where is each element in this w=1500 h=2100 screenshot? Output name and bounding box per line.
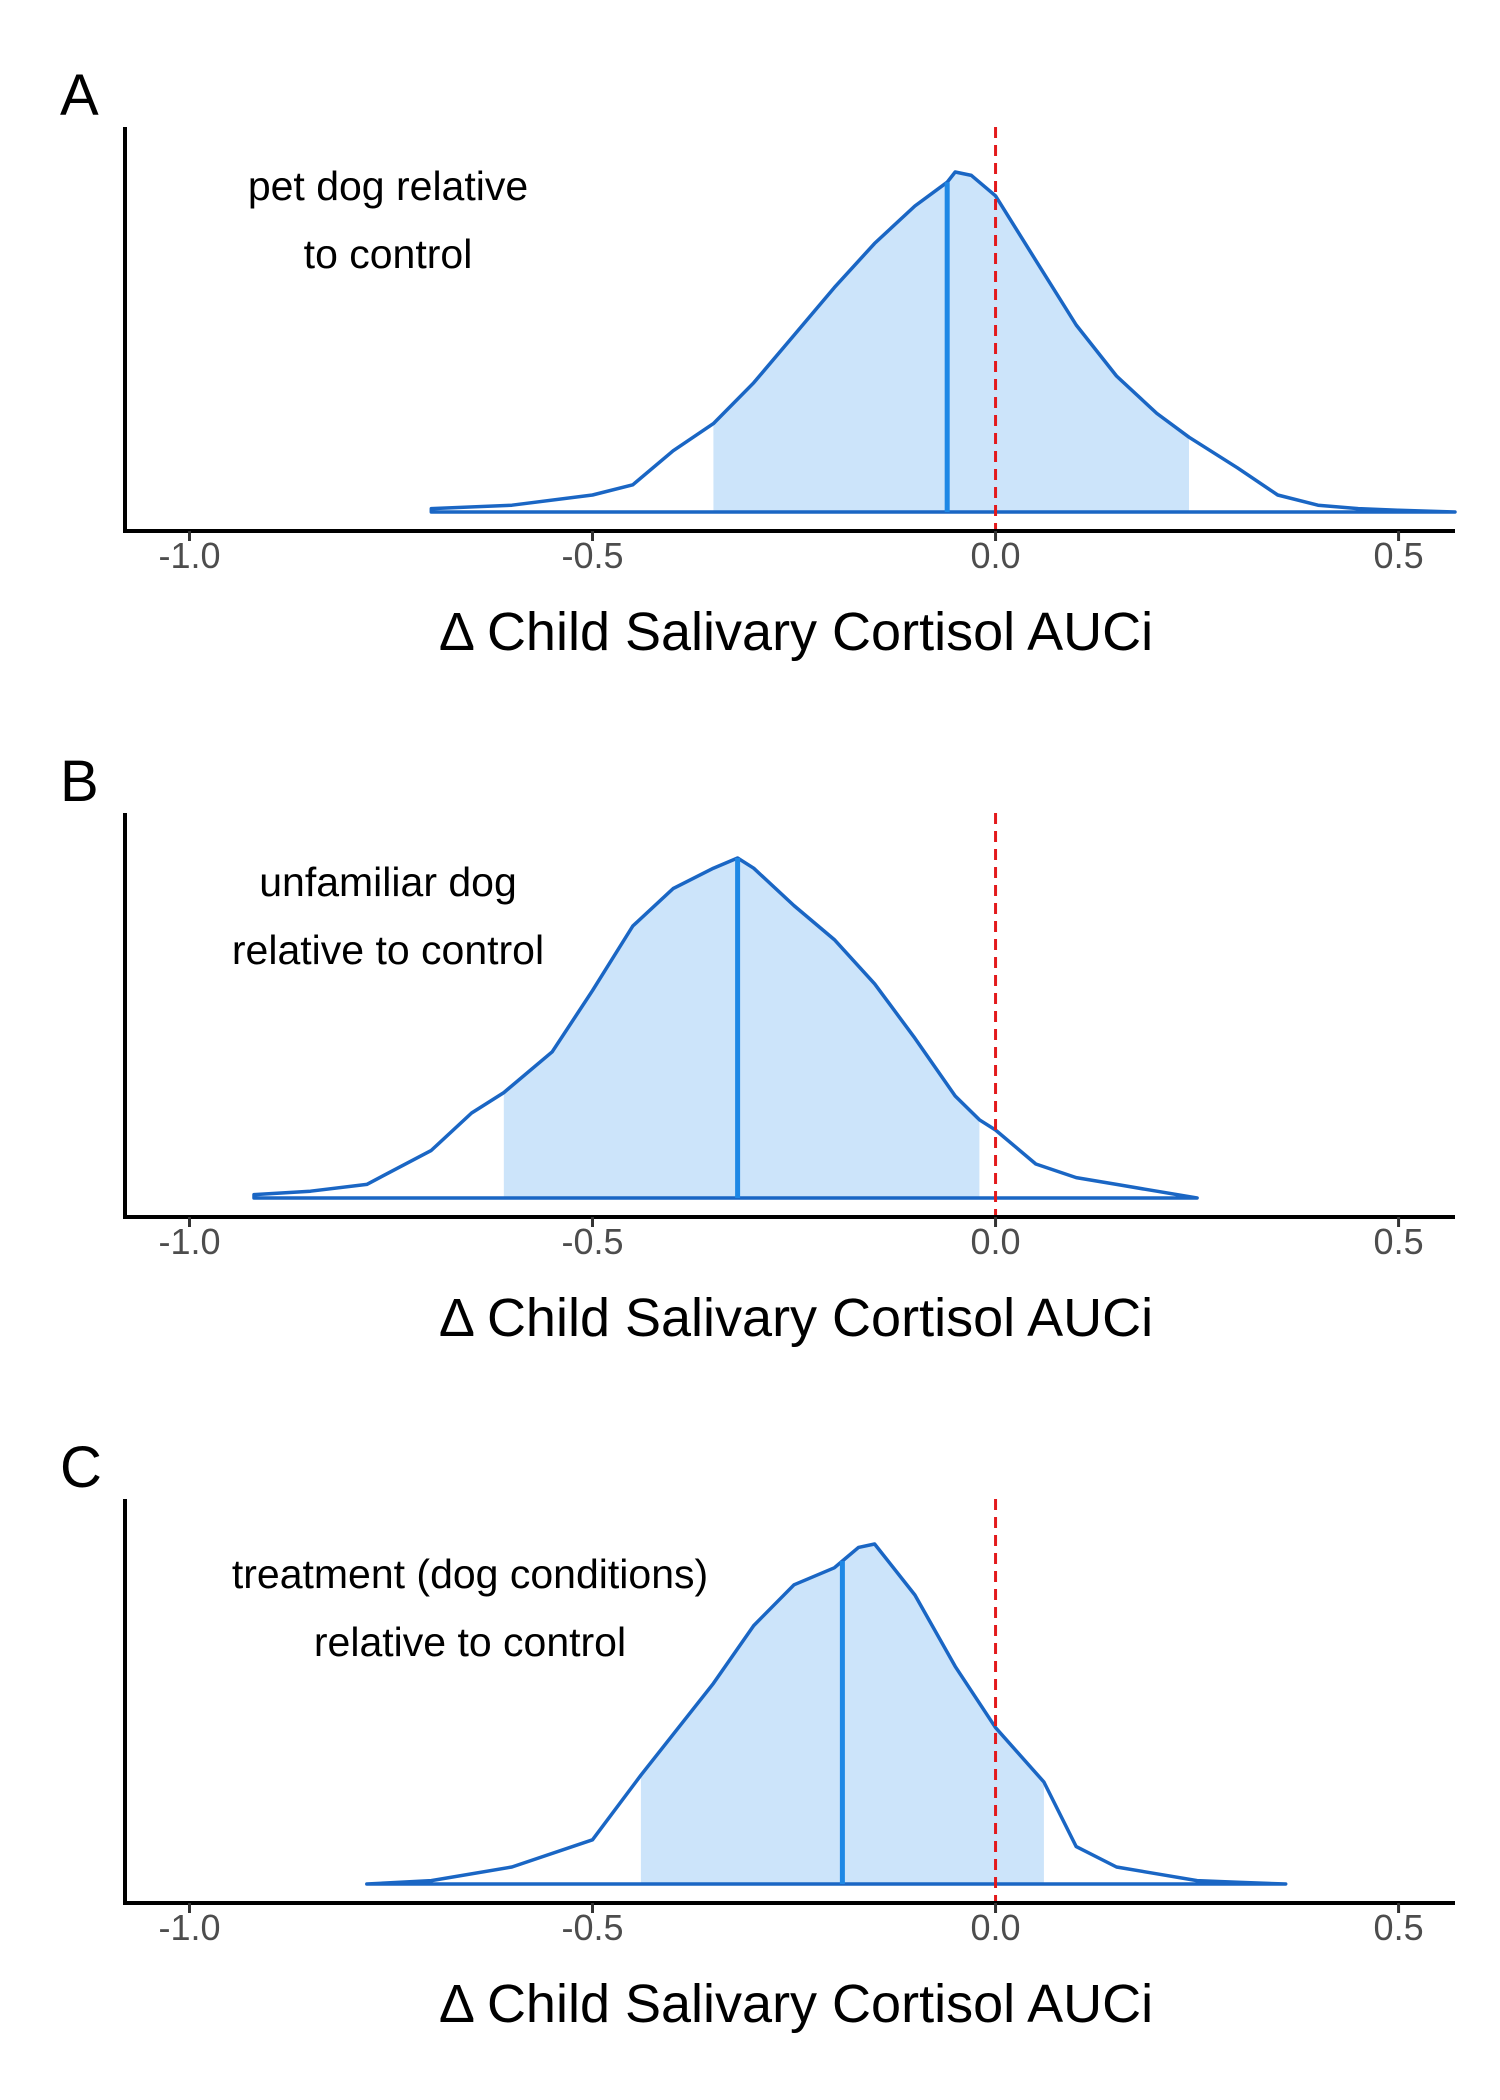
x-tick-label: -1.0 [158, 1221, 220, 1262]
x-tick-label: 0.5 [1374, 1907, 1424, 1948]
x-tick-label: -1.0 [158, 1907, 220, 1948]
x-tick-label: 0.0 [971, 1221, 1021, 1262]
x-tick-label: 0.0 [971, 535, 1021, 576]
panel-letter: B [60, 749, 99, 814]
x-axis-title: Δ Child Salivary Cortisol AUCi [439, 602, 1153, 662]
density-curve [252, 856, 1199, 1200]
panel-b: -1.0 -0.5 0.0 0.5 Δ Child Salivary Cortisol … [60, 749, 1455, 1348]
x-axis-title: Δ Child Salivary Cortisol AUCi [439, 1974, 1153, 2034]
panel-letter: C [60, 1435, 102, 1500]
x-tick-label: 0.5 [1374, 535, 1424, 576]
panel-annotation: treatment (dog conditions) [232, 1551, 708, 1597]
x-tick-label: -0.5 [561, 535, 623, 576]
panel-annotation: relative to control [232, 927, 544, 973]
panel-c: -1.0 -0.5 0.0 0.5 Δ Child Salivary Cortisol … [60, 1435, 1455, 2034]
x-tick-label: 0.5 [1374, 1221, 1424, 1262]
panel-letter: A [60, 63, 99, 128]
x-tick-label: 0.0 [971, 1907, 1021, 1948]
panel-annotation: to control [304, 231, 473, 277]
x-tick-label: -0.5 [561, 1221, 623, 1262]
x-tick-label: -1.0 [158, 535, 220, 576]
density-curve [429, 170, 1457, 514]
panel-annotation: unfamiliar dog [259, 859, 517, 905]
x-tick-label: -0.5 [561, 1907, 623, 1948]
density-curve [365, 1542, 1288, 1886]
x-axis-title: Δ Child Salivary Cortisol AUCi [439, 1288, 1153, 1348]
panel-a: -1.0 -0.5 0.0 0.5 Δ Child Salivary Cortisol … [60, 63, 1457, 662]
panel-annotation: pet dog relative [248, 163, 528, 209]
credible-interval-fill [713, 172, 1189, 512]
panel-annotation: relative to control [314, 1619, 626, 1665]
